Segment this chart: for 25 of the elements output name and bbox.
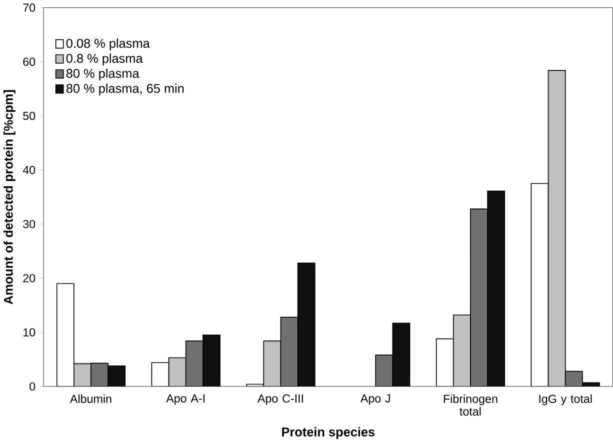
x-tick-label: Apo J (360, 394, 390, 406)
x-tick-label: Apo A-I (166, 394, 205, 406)
y-tick-label: 60 (23, 58, 36, 66)
x-tick-label: IgG y total (539, 394, 592, 406)
y-tick-label: 40 (22, 166, 36, 174)
bar (452, 314, 471, 387)
y-tick-label: 0 (30, 382, 36, 391)
y-tick-label: 30 (23, 220, 36, 228)
y-tick-label: 50 (23, 112, 36, 120)
bar (73, 364, 92, 387)
x-axis-title: Protein species (282, 427, 375, 440)
legend-label: 0.8 % plasma (66, 54, 143, 66)
bar (168, 358, 186, 387)
legend-label: 80 % plasma, 65 min (66, 84, 184, 96)
bar (548, 70, 566, 387)
y-axis-title: Amount of detected protein [%cpm] (4, 90, 16, 305)
y-tick-label: 20 (23, 274, 36, 283)
x-tick-label: Albumin (70, 394, 112, 404)
legend-label: 80 % plasma (66, 68, 140, 81)
y-tick-label: 70 (23, 4, 36, 12)
x-tick-label: Apo C-III (257, 394, 303, 406)
bar (263, 340, 282, 387)
x-tick-label: Fibrinogen total (444, 394, 498, 416)
legend-label: 0.08 % plasma (66, 38, 150, 51)
y-tick-label: 10 (24, 328, 36, 337)
